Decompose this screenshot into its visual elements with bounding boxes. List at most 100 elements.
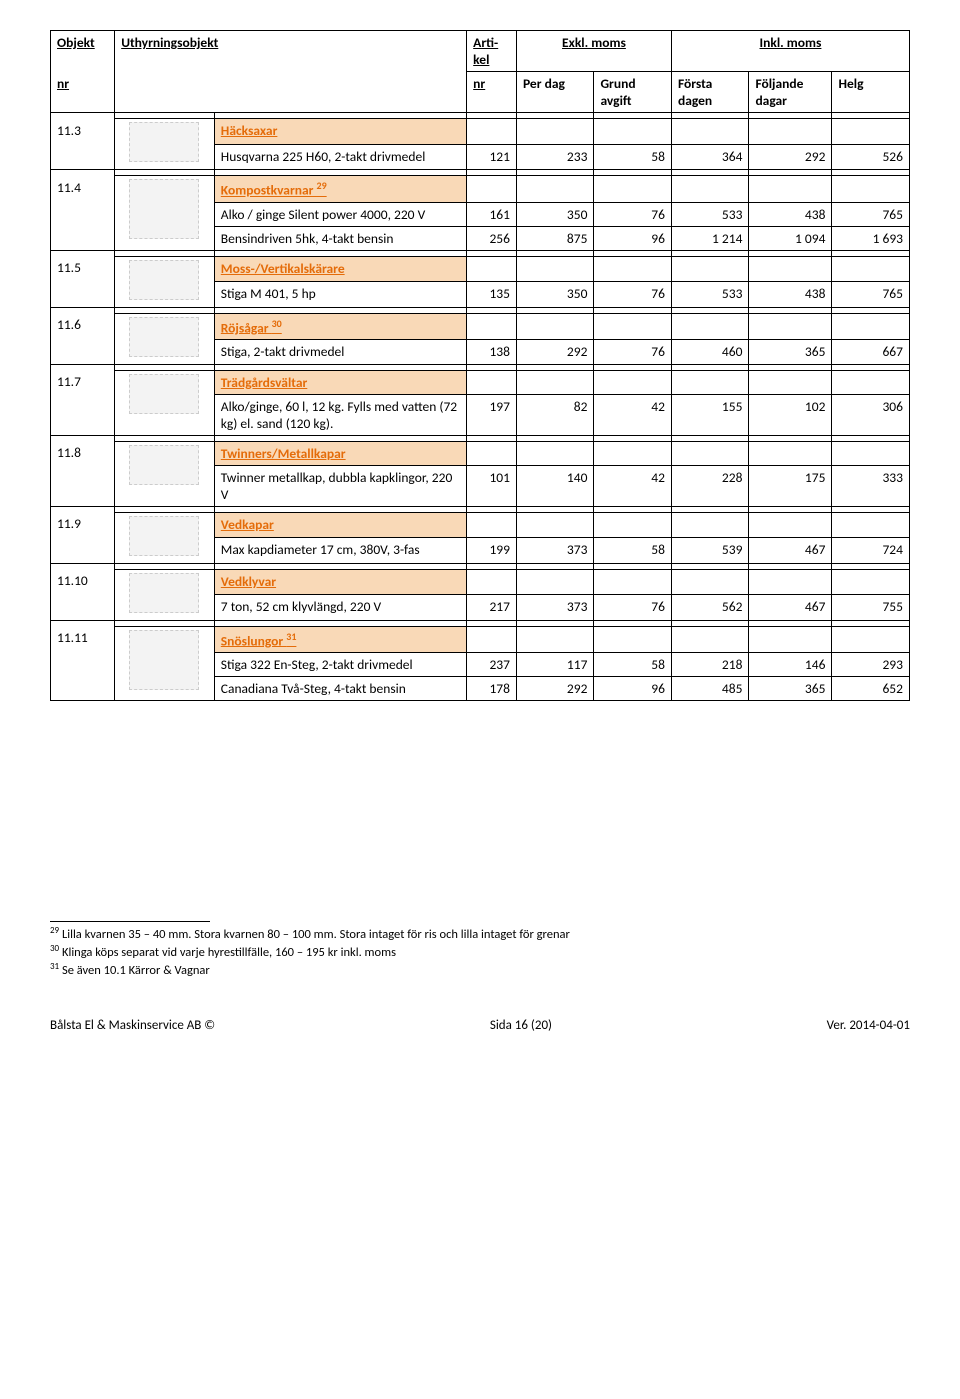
category-name: Röjsågar 30: [214, 313, 466, 340]
per-dag: 875: [516, 226, 593, 250]
per-dag: 82: [516, 394, 593, 435]
category-name: Häcksaxar: [214, 119, 466, 145]
image-cell: [115, 441, 215, 506]
category-name: Trädgårdsvältar: [214, 370, 466, 394]
artikel-nr: 237: [467, 653, 517, 677]
category-name: Twinners/Metallkapar: [214, 441, 466, 465]
hdr-exkl: Exkl. moms: [562, 34, 626, 51]
helg: 526: [832, 144, 910, 170]
artikel-nr: 217: [467, 595, 517, 621]
objekt-nr: 11.10: [51, 569, 115, 595]
table-body: 11.3HäcksaxarHusqvarna 225 H60, 2-takt d…: [51, 113, 910, 701]
per-dag: 350: [516, 282, 593, 308]
forsta-dagen: 1 214: [671, 226, 748, 250]
item-desc: Stiga, 2-takt drivmedel: [214, 340, 466, 364]
per-dag: 140: [516, 465, 593, 506]
grund-avgift: 76: [594, 202, 672, 226]
image-cell: [115, 512, 215, 563]
forsta-dagen: 155: [671, 394, 748, 435]
footer-right: Ver. 2014-04-01: [827, 1018, 910, 1033]
artikel-nr: 161: [467, 202, 517, 226]
footnote: 31 Se även 10.1 Kärror & Vagnar: [50, 961, 910, 978]
foljande-dagar: 467: [749, 538, 832, 564]
product-image: [129, 516, 199, 556]
table-header: Objekt Uthyrningsobjekt Arti-kel Exkl. m…: [51, 31, 910, 113]
product-image: [129, 179, 199, 239]
item-desc: Max kapdiameter 17 cm, 380V, 3-fas: [214, 538, 466, 564]
objekt-nr: 11.9: [51, 512, 115, 538]
artikel-nr: 256: [467, 226, 517, 250]
grund-avgift: 76: [594, 340, 672, 364]
per-dag: 117: [516, 653, 593, 677]
per-dag: 350: [516, 202, 593, 226]
artikel-nr: 178: [467, 677, 517, 701]
objekt-nr: 11.3: [51, 119, 115, 145]
foljande-dagar: 175: [749, 465, 832, 506]
grund-avgift: 96: [594, 677, 672, 701]
helg: 765: [832, 282, 910, 308]
product-image: [129, 573, 199, 613]
hdr-nr: nr: [57, 75, 69, 92]
item-desc: 7 ton, 52 cm klyvlängd, 220 V: [214, 595, 466, 621]
item-desc: Alko/ginge, 60 l, 12 kg. Fylls med vatte…: [214, 394, 466, 435]
hdr-inkl: Inkl. moms: [760, 34, 822, 51]
forsta-dagen: 218: [671, 653, 748, 677]
grund-avgift: 58: [594, 653, 672, 677]
foljande-dagar: 438: [749, 202, 832, 226]
forsta-dagen: 562: [671, 595, 748, 621]
product-image: [129, 122, 199, 162]
helg: 667: [832, 340, 910, 364]
item-desc: Stiga 322 En-Steg, 2-takt drivmedel: [214, 653, 466, 677]
foljande-dagar: 365: [749, 677, 832, 701]
forsta-dagen: 533: [671, 282, 748, 308]
product-image: [129, 445, 199, 485]
artikel-nr: 138: [467, 340, 517, 364]
image-cell: [115, 176, 215, 251]
foljande-dagar: 438: [749, 282, 832, 308]
grund-avgift: 42: [594, 394, 672, 435]
objekt-nr: 11.11: [51, 626, 115, 653]
product-image: [129, 630, 199, 690]
foljande-dagar: 292: [749, 144, 832, 170]
helg: 333: [832, 465, 910, 506]
helg: 765: [832, 202, 910, 226]
helg: 1 693: [832, 226, 910, 250]
helg: 652: [832, 677, 910, 701]
grund-avgift: 76: [594, 595, 672, 621]
helg: 755: [832, 595, 910, 621]
image-cell: [115, 313, 215, 364]
footnotes: 29 Lilla kvarnen 35 – 40 mm. Stora kvarn…: [50, 921, 910, 978]
category-name: Kompostkvarnar 29: [214, 176, 466, 203]
item-desc: Bensindriven 5hk, 4-takt bensin: [214, 226, 466, 250]
per-dag: 233: [516, 144, 593, 170]
page-footer: Bålsta El & Maskinservice AB © Sida 16 (…: [50, 1018, 910, 1033]
product-image: [129, 260, 199, 300]
grund-avgift: 42: [594, 465, 672, 506]
per-dag: 292: [516, 340, 593, 364]
grund-avgift: 76: [594, 282, 672, 308]
item-desc: Twinner metallkap, dubbla kapklingor, 22…: [214, 465, 466, 506]
forsta-dagen: 485: [671, 677, 748, 701]
objekt-nr: 11.4: [51, 176, 115, 203]
footnote: 30 Klinga köps separat vid varje hyresti…: [50, 943, 910, 960]
per-dag: 373: [516, 595, 593, 621]
helg: 724: [832, 538, 910, 564]
hdr-grund-avgift: Grund avgift: [600, 75, 635, 109]
hdr-forsta-dagen: Första dagen: [678, 75, 712, 109]
hdr-per-dag: Per dag: [523, 75, 565, 92]
hdr-helg: Helg: [838, 75, 863, 92]
artikel-nr: 199: [467, 538, 517, 564]
grund-avgift: 96: [594, 226, 672, 250]
forsta-dagen: 533: [671, 202, 748, 226]
helg: 293: [832, 653, 910, 677]
objekt-nr: 11.8: [51, 441, 115, 465]
footer-left: Bålsta El & Maskinservice AB ©: [50, 1018, 215, 1033]
category-name: Vedklyvar: [214, 569, 466, 595]
foljande-dagar: 1 094: [749, 226, 832, 250]
hdr-artikel: Arti-kel: [473, 34, 498, 68]
artikel-nr: 135: [467, 282, 517, 308]
category-name: Moss-/Vertikalskärare: [214, 256, 466, 282]
hdr-artikel-nr: nr: [473, 75, 485, 92]
artikel-nr: 121: [467, 144, 517, 170]
per-dag: 373: [516, 538, 593, 564]
